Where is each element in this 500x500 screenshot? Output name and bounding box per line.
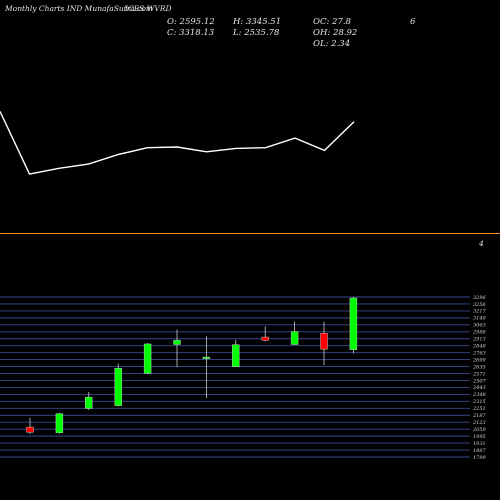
low-value: L: 2535.78 (233, 28, 280, 38)
candle-body (232, 344, 240, 367)
y-tick-label: 2699 (472, 357, 487, 363)
candle-body (85, 396, 93, 409)
candle-body (114, 368, 122, 406)
mid-marker: 4 (479, 239, 484, 248)
y-tick-label: 1799 (473, 455, 487, 461)
site-label: Monthly Charts IND MunafaSutra.com (5, 4, 153, 13)
ol-value: OL: 2.34 (313, 39, 351, 49)
y-tick-label: 2635 (472, 364, 486, 370)
y-tick-label: 3217 (473, 309, 487, 315)
price-line (0, 111, 355, 175)
oc-value: OC: 27.8 (313, 17, 351, 27)
y-tick-label: 3296 (473, 295, 487, 301)
y-tick-label: 2848 (472, 343, 486, 349)
candle (202, 336, 211, 399)
y-tick-label: 3140 (473, 316, 487, 322)
candle-body (290, 331, 299, 345)
candles (26, 297, 358, 435)
candle-body (261, 336, 269, 341)
candle-body (202, 356, 211, 359)
y-tick-label: 2763 (472, 350, 486, 356)
y-tick-label: 2913 (472, 337, 486, 343)
oh-value: OH: 28.92 (313, 28, 358, 38)
candle (349, 297, 358, 354)
close-value: C: 3318.13 (167, 28, 215, 38)
candle-body (55, 413, 64, 433)
candle-body (143, 343, 152, 374)
candle (232, 339, 240, 368)
candle (26, 417, 34, 435)
y-tick-label: 2315 (472, 399, 486, 405)
candle-body (173, 340, 181, 345)
y-tick-label: 2986 (472, 330, 487, 336)
candle-body (320, 333, 328, 350)
candle (143, 342, 152, 375)
symbol-label: ICES WVRD (125, 4, 172, 13)
grid-lines (0, 296, 470, 458)
y-tick-label: 2059 (472, 427, 487, 433)
y-tick-label: 2187 (472, 413, 487, 419)
y-axis-ticks: 3296325632173140306329862913284827632699… (472, 295, 487, 461)
corner-value: 6 (410, 17, 416, 27)
y-tick-label: 3256 (473, 302, 487, 308)
open-value: O: 2595.12 (167, 17, 215, 27)
candle (114, 363, 122, 407)
y-tick-label: 1995 (473, 434, 486, 440)
candle (261, 326, 269, 342)
y-tick-label: 2507 (472, 378, 487, 384)
y-tick-label: 1867 (473, 448, 487, 454)
y-tick-label: 2251 (472, 406, 486, 412)
y-tick-label: 1931 (473, 441, 486, 447)
candle (320, 321, 328, 366)
candle (55, 412, 64, 434)
candle (85, 391, 93, 411)
high-value: H: 3345.51 (233, 17, 282, 27)
candle (173, 329, 181, 368)
y-tick-label: 2571 (472, 371, 486, 377)
y-tick-label: 2443 (472, 385, 486, 391)
candle-body (349, 297, 358, 350)
y-tick-label: 3063 (473, 323, 486, 329)
y-tick-label: 2348 (472, 392, 486, 398)
candle (290, 321, 299, 345)
y-tick-label: 2123 (472, 420, 486, 426)
candle-body (26, 426, 34, 433)
